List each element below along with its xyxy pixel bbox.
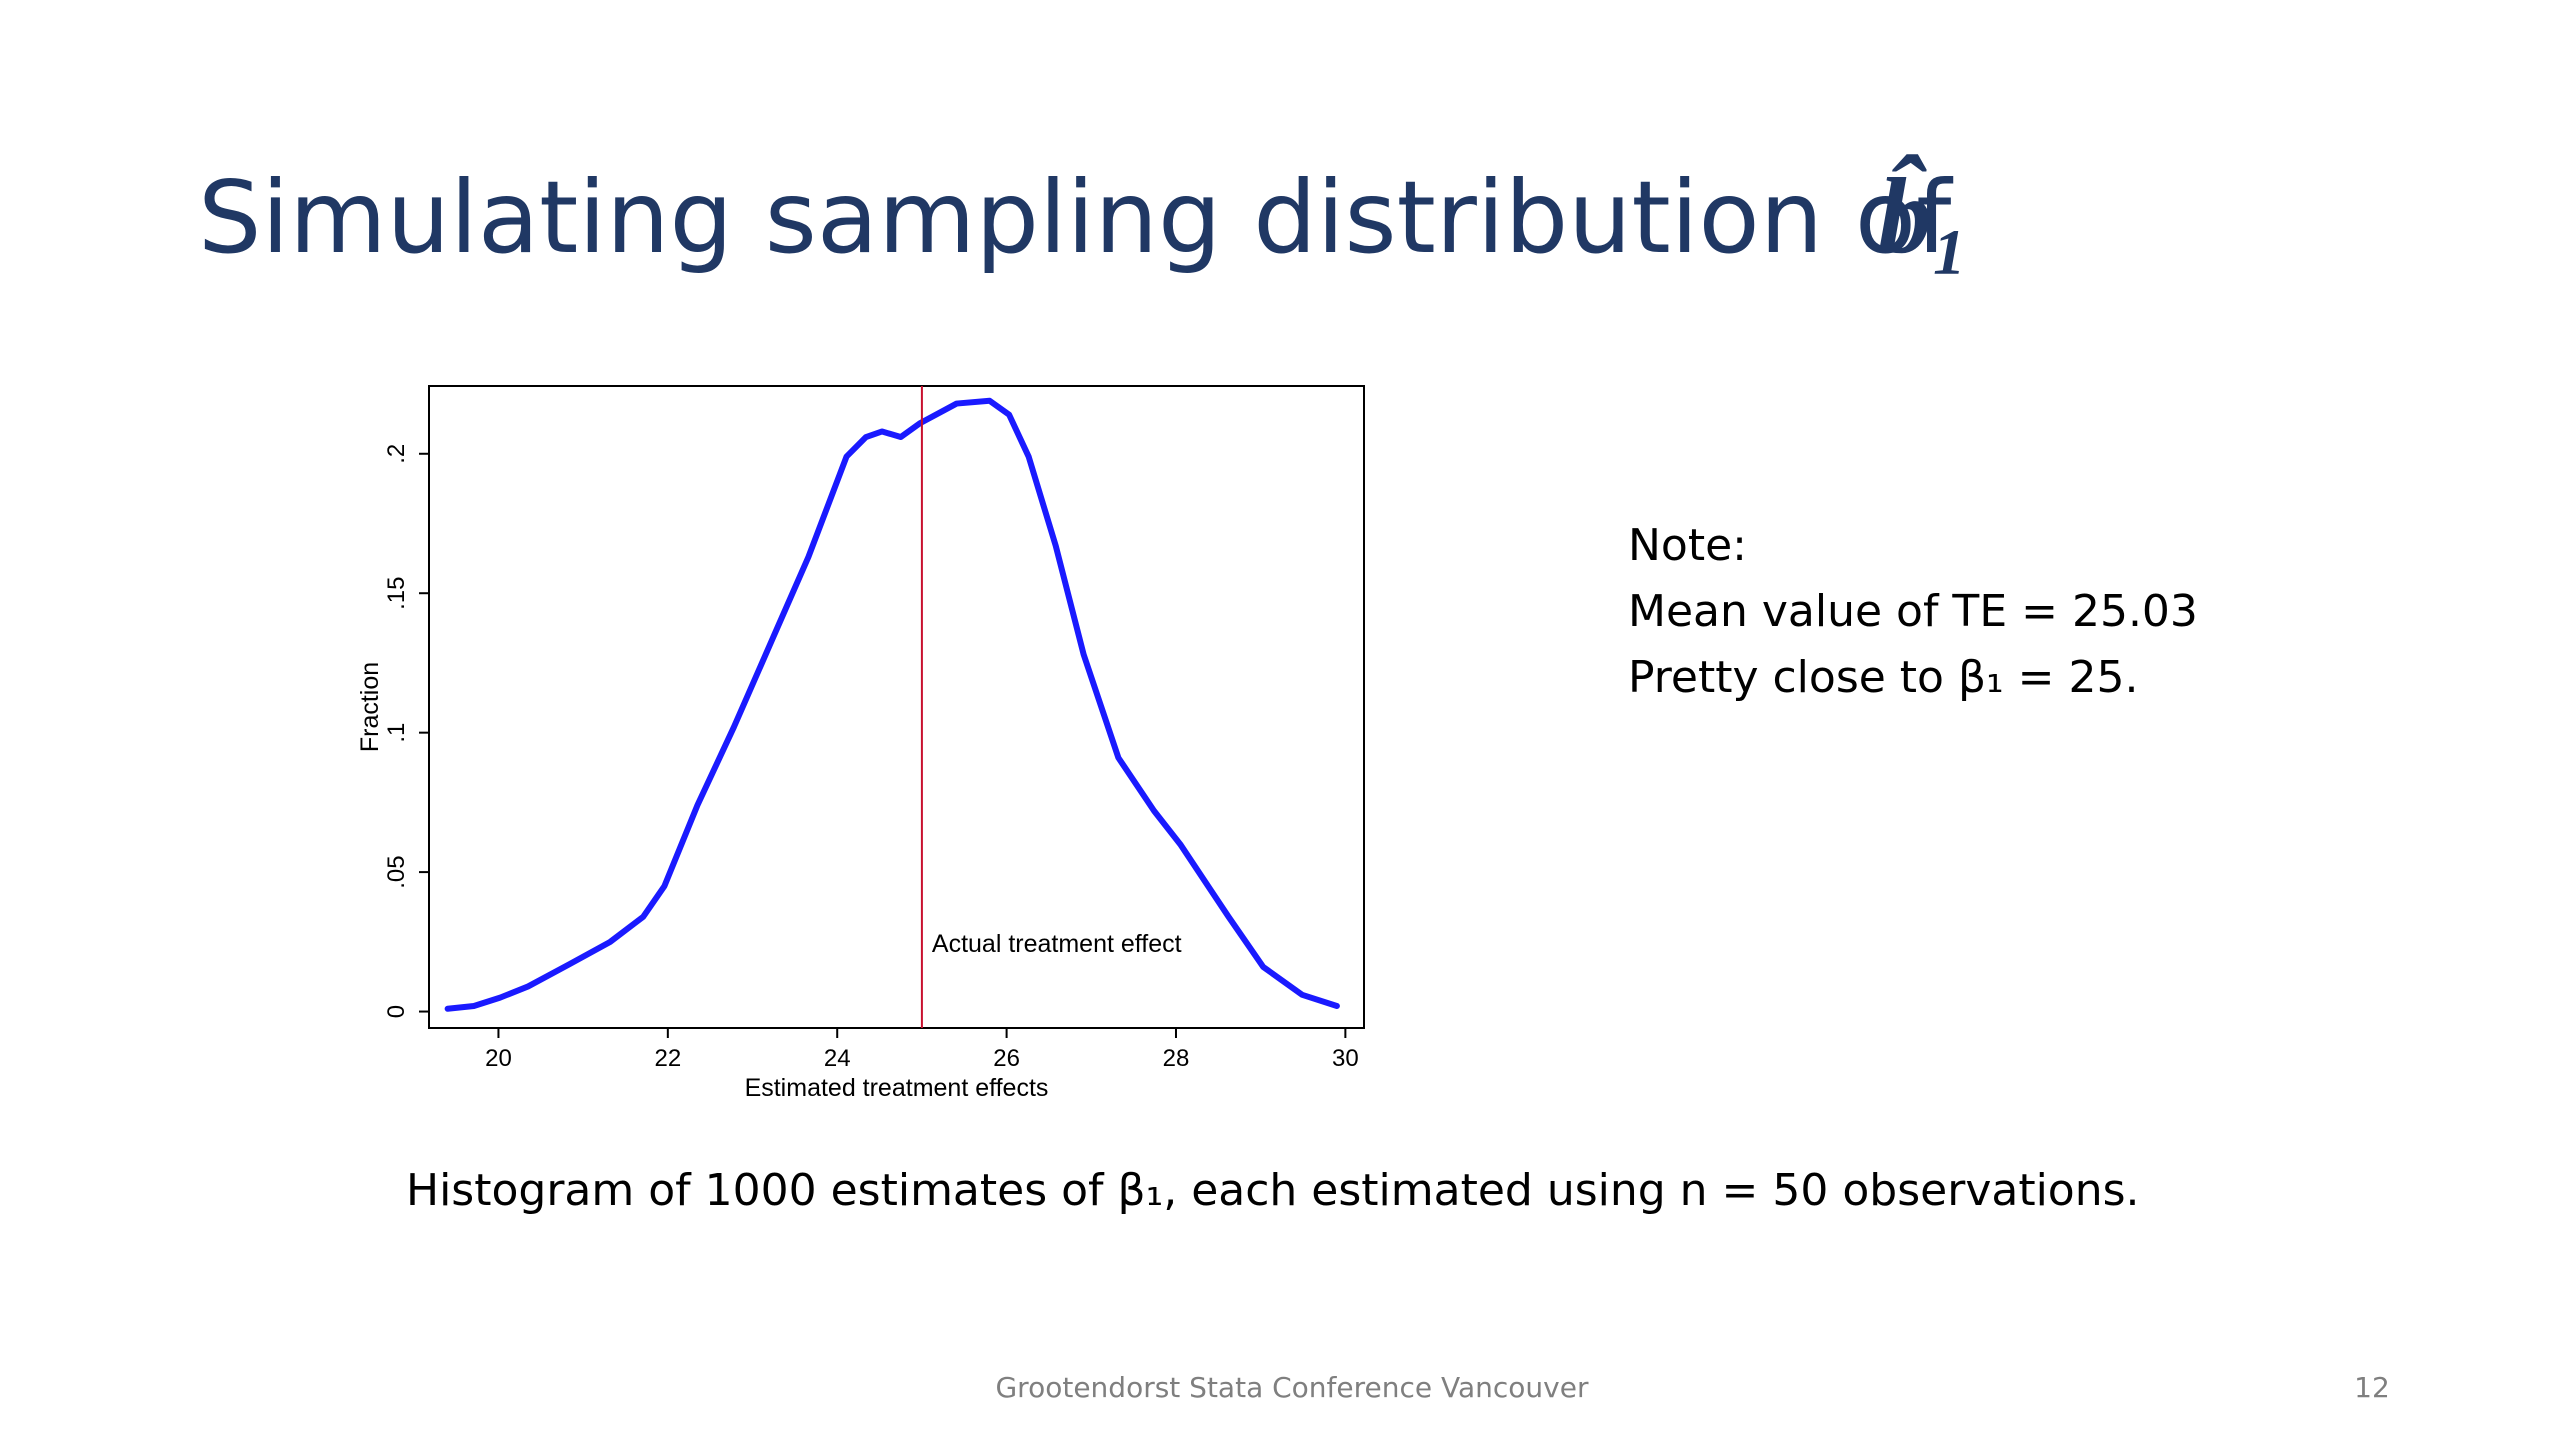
y-tick-label: .2 xyxy=(383,444,410,464)
page-number: 12 xyxy=(2354,1371,2390,1404)
density-line xyxy=(444,397,1340,1012)
footer: Grootendorst Stata Conference Vancouver xyxy=(995,1371,1588,1404)
slide-title: Simulating sampling distribution of xyxy=(198,159,1954,276)
y-tick-label: .1 xyxy=(383,723,410,743)
title-symbol: b̂₁ xyxy=(1878,154,1970,276)
x-tick-label: 24 xyxy=(824,1045,851,1072)
y-tick-label: .05 xyxy=(383,855,410,888)
y-tick-label: 0 xyxy=(383,1005,410,1018)
note-line: Note: xyxy=(1628,520,1747,571)
plot-frame xyxy=(428,385,1365,1029)
x-axis-label: Estimated treatment effects xyxy=(745,1074,1049,1102)
x-tick-label: 20 xyxy=(485,1045,512,1072)
note-line: Pretty close to β₁ = 25. xyxy=(1628,652,2139,703)
reference-label: Actual treatment effect xyxy=(932,930,1182,958)
x-tick-label: 26 xyxy=(993,1045,1020,1072)
x-tick-label: 28 xyxy=(1163,1045,1190,1072)
y-tick-label: .15 xyxy=(383,577,410,610)
x-tick-label: 30 xyxy=(1332,1045,1359,1072)
y-axis-label: Fraction xyxy=(356,662,384,752)
note-line: Mean value of TE = 25.03 xyxy=(1628,586,2198,637)
caption: Histogram of 1000 estimates of β₁, each … xyxy=(406,1165,2140,1216)
x-tick-label: 22 xyxy=(654,1045,681,1072)
